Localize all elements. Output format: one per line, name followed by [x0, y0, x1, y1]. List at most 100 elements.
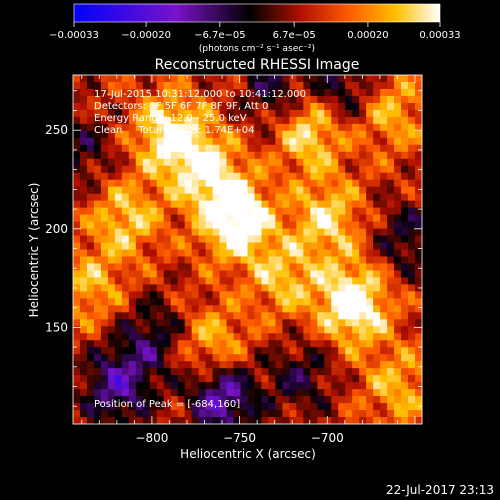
- heatmap-cell: [205, 116, 213, 125]
- heatmap-cell: [86, 333, 95, 341]
- heatmap-cell: [233, 326, 241, 334]
- heatmap-cell: [226, 214, 234, 222]
- heatmap-cell: [401, 109, 409, 118]
- heatmap-cell: [387, 291, 395, 299]
- heatmap-cell: [163, 207, 172, 215]
- heatmap-cell: [303, 116, 311, 125]
- heatmap-cell: [310, 326, 318, 334]
- heatmap-cell: [114, 137, 123, 146]
- heatmap-cell: [296, 312, 304, 320]
- heatmap-cell: [352, 312, 360, 320]
- heatmap-cell: [338, 130, 346, 139]
- heatmap-cell: [352, 158, 360, 167]
- heatmap-cell: [233, 382, 241, 390]
- heatmap-cell: [86, 403, 95, 411]
- heatmap-cell: [303, 158, 311, 167]
- heatmap-cell: [345, 151, 353, 160]
- heatmap-cell: [198, 417, 207, 425]
- heatmap-cell: [387, 382, 395, 390]
- heatmap-cell: [100, 277, 109, 285]
- heatmap-cell: [226, 347, 234, 355]
- heatmap-cell: [275, 207, 283, 215]
- heatmap-cell: [219, 284, 227, 292]
- heatmap-cell: [135, 277, 144, 285]
- heatmap-cell: [247, 102, 255, 111]
- heatmap-cell: [331, 95, 339, 104]
- heatmap-cell: [121, 284, 130, 292]
- heatmap-cell: [79, 249, 88, 257]
- heatmap-cell: [226, 389, 234, 397]
- heatmap-cell: [142, 396, 151, 404]
- heatmap-cell: [128, 347, 137, 355]
- heatmap-cell: [415, 207, 423, 215]
- heatmap-cell: [191, 417, 200, 425]
- heatmap-cell: [408, 165, 416, 174]
- colorbar-unit-label: (photons cm⁻² s⁻¹ asec⁻²): [199, 44, 315, 54]
- heatmap-cell: [79, 214, 88, 222]
- heatmap-cell: [114, 354, 123, 362]
- heatmap-cell: [373, 333, 381, 341]
- heatmap-cell: [212, 277, 220, 285]
- heatmap-cell: [380, 228, 388, 236]
- heatmap-cell: [100, 256, 109, 264]
- heatmap-cell: [261, 95, 269, 104]
- heatmap-cell: [170, 214, 179, 222]
- heatmap-cell: [338, 158, 346, 167]
- heatmap-cell: [247, 151, 255, 160]
- heatmap-cell: [198, 305, 207, 313]
- heatmap-cell: [366, 137, 374, 146]
- heatmap-cell: [282, 410, 290, 418]
- heatmap-cell: [415, 158, 423, 167]
- heatmap-cell: [226, 165, 234, 174]
- heatmap-cell: [331, 102, 339, 111]
- heatmap-cell: [394, 235, 402, 243]
- heatmap-cell: [184, 137, 193, 146]
- heatmap-cell: [387, 179, 395, 188]
- heatmap-cell: [114, 193, 123, 202]
- heatmap-cell: [282, 263, 290, 271]
- heatmap-cell: [128, 102, 137, 111]
- heatmap-cell: [128, 186, 137, 195]
- heatmap-cell: [177, 137, 186, 146]
- heatmap-cell: [149, 249, 158, 257]
- heatmap-cell: [240, 396, 248, 404]
- heatmap-cell: [233, 95, 241, 104]
- heatmap-cell: [289, 179, 297, 188]
- heatmap-cell: [149, 403, 158, 411]
- heatmap-cell: [415, 193, 423, 202]
- heatmap-cell: [93, 158, 102, 167]
- heatmap-cell: [205, 403, 213, 411]
- y-axis-label: Heliocentric Y (arcsec): [27, 183, 41, 318]
- heatmap-cell: [212, 235, 220, 243]
- heatmap-cell: [247, 382, 255, 390]
- heatmap-cell: [233, 417, 241, 425]
- heatmap-cell: [394, 312, 402, 320]
- heatmap-cell: [177, 228, 186, 236]
- heatmap-cell: [163, 368, 172, 376]
- heatmap-cell: [310, 228, 318, 236]
- heatmap-cell: [261, 242, 269, 250]
- heatmap-cell: [184, 361, 193, 369]
- heatmap-cell: [254, 354, 262, 362]
- heatmap-cell: [394, 165, 402, 174]
- heatmap-cell: [191, 81, 200, 90]
- heatmap-cell: [86, 151, 95, 160]
- heatmap-cell: [247, 333, 255, 341]
- heatmap-cell: [394, 375, 402, 383]
- heatmap-cell: [380, 368, 388, 376]
- heatmap-cell: [86, 249, 95, 257]
- heatmap-cell: [114, 235, 123, 243]
- heatmap-cell: [401, 389, 409, 397]
- heatmap-cell: [289, 375, 297, 383]
- heatmap-cell: [163, 319, 172, 327]
- heatmap-cell: [359, 137, 367, 146]
- heatmap-cell: [163, 165, 172, 174]
- heatmap-cell: [324, 375, 332, 383]
- heatmap-cell: [163, 396, 172, 404]
- heatmap-cell: [324, 312, 332, 320]
- heatmap-cell: [191, 165, 200, 174]
- heatmap-cell: [233, 207, 241, 215]
- heatmap-cell: [359, 116, 367, 125]
- heatmap-cell: [380, 389, 388, 397]
- heatmap-cell: [415, 130, 423, 139]
